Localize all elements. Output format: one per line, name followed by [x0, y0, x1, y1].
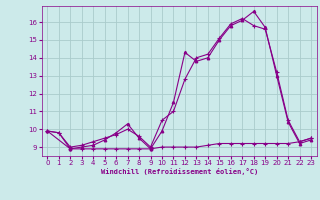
X-axis label: Windchill (Refroidissement éolien,°C): Windchill (Refroidissement éolien,°C)	[100, 168, 258, 175]
